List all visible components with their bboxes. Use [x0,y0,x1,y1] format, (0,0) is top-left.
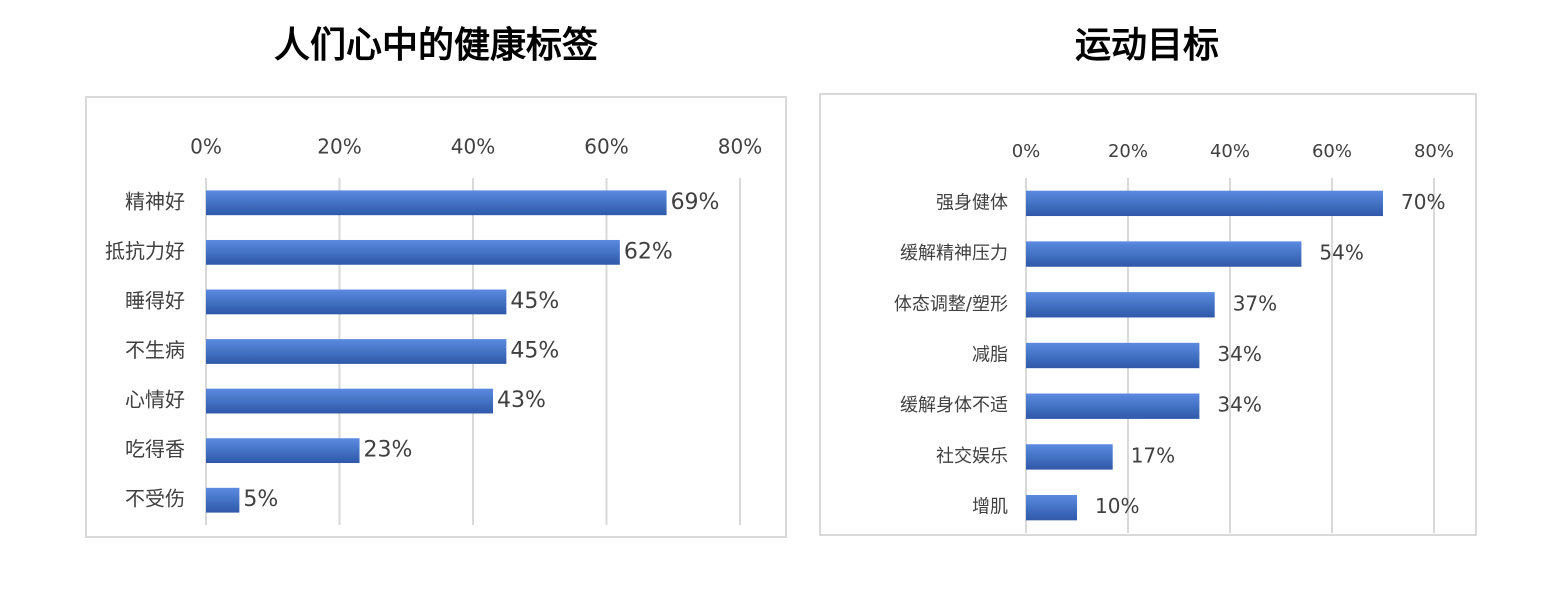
x-tick-label: 80% [718,135,762,159]
data-label: 17% [1131,443,1175,467]
data-label: 45% [510,289,559,314]
y-tick-label: 心情好 [125,388,185,412]
bar [1026,292,1215,318]
bar [206,190,667,216]
x-tick-label: 0% [1012,141,1041,162]
y-tick-label: 增肌 [972,497,1008,518]
y-tick-label: 抵抗力好 [105,239,185,263]
data-label: 62% [624,239,673,264]
data-label: 37% [1233,291,1277,315]
data-label: 54% [1319,241,1363,265]
x-tick-label: 40% [451,135,495,159]
x-tick-label: 40% [1210,141,1250,162]
bar [206,339,507,364]
bar [1026,444,1113,470]
y-tick-label: 减脂 [972,345,1008,366]
y-tick-label: 缓解身体不适 [900,395,1008,416]
bar [1026,342,1200,369]
bar [206,438,360,464]
y-tick-label: 睡得好 [125,288,185,312]
bar [206,487,240,513]
chart-title: 运动目标 [1075,25,1219,66]
y-tick-label: 吃得香 [125,437,185,461]
bar [1026,190,1383,217]
bar [1026,241,1302,267]
bar [1026,393,1200,419]
x-tick-label: 80% [1414,141,1454,162]
data-label: 43% [497,388,546,413]
data-label: 23% [364,438,413,463]
data-label: 34% [1217,393,1261,417]
x-tick-label: 0% [190,135,222,159]
data-label: 69% [671,190,720,215]
y-tick-label: 强身健体 [936,192,1008,213]
x-tick-label: 60% [1312,141,1352,162]
data-label: 45% [510,339,559,364]
data-label: 10% [1095,494,1139,518]
data-label: 70% [1401,190,1445,214]
y-tick-label: 精神好 [125,189,185,213]
bar [206,239,620,265]
data-label: 34% [1217,342,1261,366]
y-tick-label: 社交娱乐 [936,446,1008,467]
y-tick-label: 缓解精神压力 [900,243,1008,264]
x-tick-label: 60% [584,135,628,159]
bar [1026,494,1077,521]
y-tick-label: 体态调整/塑形 [894,294,1008,315]
chart-title: 人们心中的健康标签 [274,24,598,66]
y-tick-label: 不生病 [125,338,185,362]
data-label: 5% [243,487,278,512]
x-tick-label: 20% [317,135,361,159]
bar [206,388,494,414]
x-tick-label: 20% [1108,141,1148,162]
bar [206,289,507,315]
y-tick-label: 不受伤 [125,487,185,511]
chart-frame [85,96,787,538]
